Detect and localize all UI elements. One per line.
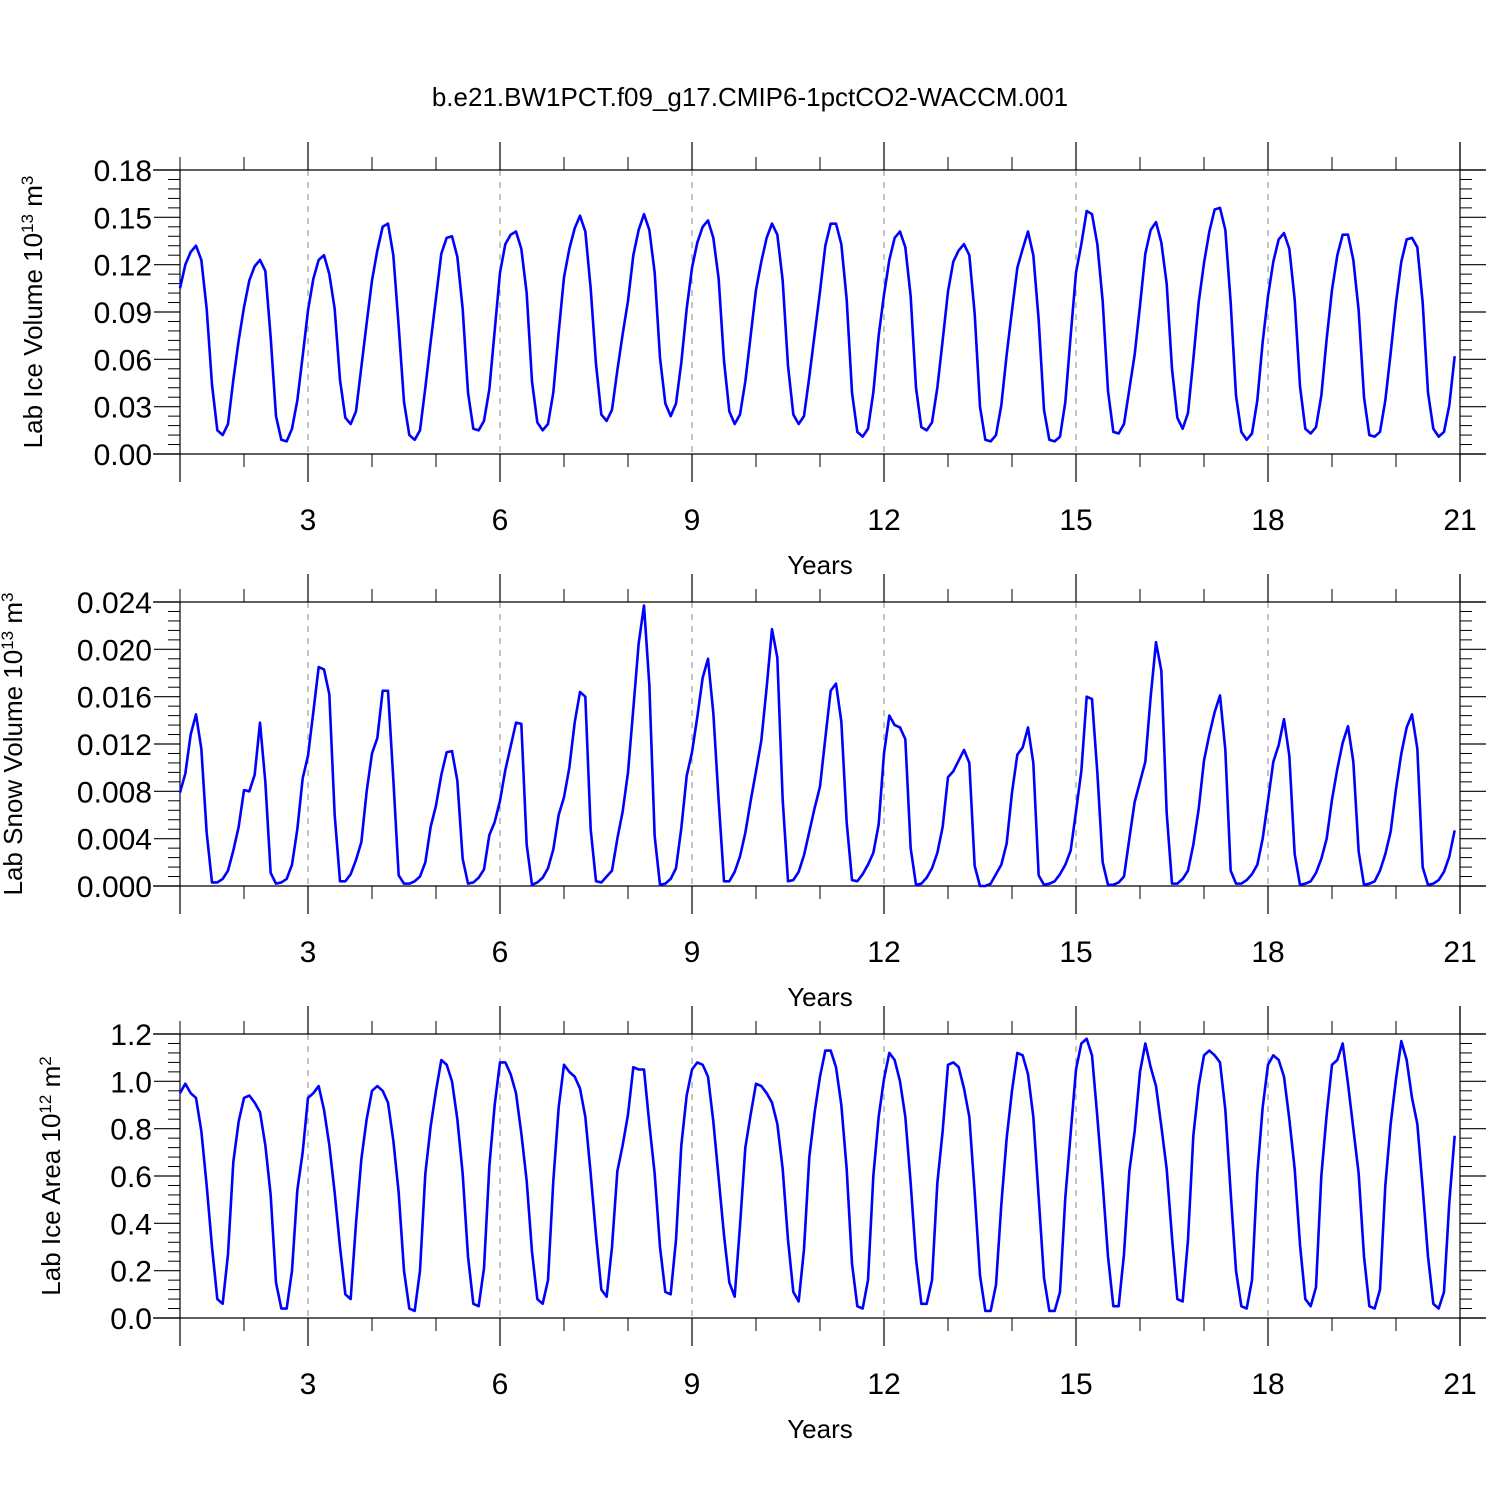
y-axis-label-part: m — [36, 1066, 66, 1095]
y-tick-label: 0.020 — [77, 634, 152, 667]
x-tick-label: 6 — [492, 504, 509, 537]
y-axis-label-superscript: 2 — [36, 1056, 55, 1065]
y-tick-label: 0.012 — [77, 729, 152, 762]
y-tick-label: 0.06 — [94, 344, 152, 377]
series-line — [178, 604, 1456, 888]
y-tick-label: 0.18 — [94, 155, 152, 188]
y-axis-label-superscript: 13 — [18, 214, 37, 233]
y-axis-label-superscript: 12 — [36, 1095, 55, 1114]
y-axis-label: Lab Snow Volume 1013 m3 — [0, 592, 28, 895]
y-tick-label: 0.8 — [110, 1114, 152, 1147]
y-axis-label-part: Lab Ice Volume 10 — [18, 233, 48, 448]
x-tick-label: 21 — [1443, 504, 1476, 537]
x-tick-label: 15 — [1059, 504, 1092, 537]
x-tick-label: 6 — [492, 936, 509, 969]
y-tick-label: 0.2 — [110, 1256, 152, 1289]
x-tick-label: 12 — [867, 1368, 900, 1401]
x-tick-label: 9 — [684, 936, 701, 969]
x-tick-label: 15 — [1059, 1368, 1092, 1401]
x-tick-label: 21 — [1443, 1368, 1476, 1401]
x-tick-label: 3 — [300, 936, 317, 969]
y-axis-label-superscript: 3 — [18, 176, 37, 185]
x-tick-label: 9 — [684, 504, 701, 537]
y-tick-label: 0.008 — [77, 776, 152, 809]
y-tick-label: 0.024 — [77, 587, 152, 620]
y-tick-label: 0.4 — [110, 1208, 152, 1241]
y-tick-label: 0.0 — [110, 1303, 152, 1336]
y-tick-label: 1.0 — [110, 1066, 152, 1099]
panel-1: 0.00 0.03 0.06 0.09 0.12 0.15 0.18 3 6 9 12 15 18 21 Y… — [18, 142, 1486, 580]
x-tick-label: 18 — [1251, 936, 1284, 969]
y-axis-label-part: Lab Ice Area 10 — [36, 1114, 66, 1296]
x-tick-label: 15 — [1059, 936, 1092, 969]
y-tick-label: 0.00 — [94, 439, 152, 472]
x-tick-label: 3 — [300, 504, 317, 537]
y-axis-label-superscript: 3 — [0, 592, 17, 601]
x-axis-label: Years — [787, 550, 853, 580]
y-axis-label: Lab Ice Volume 1013 m3 — [18, 176, 49, 449]
chart-panels: 0.000.030.060.090.120.150.183 6 9 12 15 18 21Y… — [0, 142, 1486, 1444]
x-tick-label: 18 — [1251, 1368, 1284, 1401]
x-tick-label: 18 — [1251, 504, 1284, 537]
x-tick-label: 9 — [684, 1368, 701, 1401]
series-line — [178, 1037, 1456, 1313]
panel-2: 0.000 0.004 0.008 0.012 0.016 0.020 0.024 3 6 9 12… — [0, 574, 1486, 1012]
x-tick-label: 12 — [867, 504, 900, 537]
x-tick-label: 21 — [1443, 936, 1476, 969]
y-tick-label: 0.000 — [77, 871, 152, 904]
y-tick-label: 0.09 — [94, 297, 152, 330]
y-axis-label-part: Lab Snow Volume 10 — [0, 650, 28, 896]
x-tick-label: 3 — [300, 1368, 317, 1401]
y-tick-label: 0.12 — [94, 250, 152, 283]
y-tick-label: 0.016 — [77, 682, 152, 715]
x-axis-label: Years — [787, 982, 853, 1012]
y-tick-label: 0.004 — [77, 824, 152, 857]
y-tick-label: 0.15 — [94, 202, 152, 235]
y-axis-label-part: m — [0, 602, 28, 631]
panel-3: 0.0 0.2 0.4 0.6 0.8 1.0 1.2 3 6 9 12 15 18 21 Years Lab… — [36, 1006, 1486, 1444]
chart-title: b.e21.BW1PCT.f09_g17.CMIP6-1pctCO2-WACCM… — [432, 82, 1068, 112]
x-axis-label: Years — [787, 1414, 853, 1444]
y-axis-label-part: m — [18, 185, 48, 214]
x-tick-label: 12 — [867, 936, 900, 969]
x-tick-label: 6 — [492, 1368, 509, 1401]
series-line — [178, 206, 1456, 443]
y-axis-label-superscript: 13 — [0, 631, 17, 650]
y-tick-label: 0.03 — [94, 392, 152, 425]
y-tick-label: 0.6 — [110, 1161, 152, 1194]
y-tick-label: 1.2 — [110, 1019, 152, 1052]
y-axis-label: Lab Ice Area 1012 m2 — [36, 1056, 67, 1295]
